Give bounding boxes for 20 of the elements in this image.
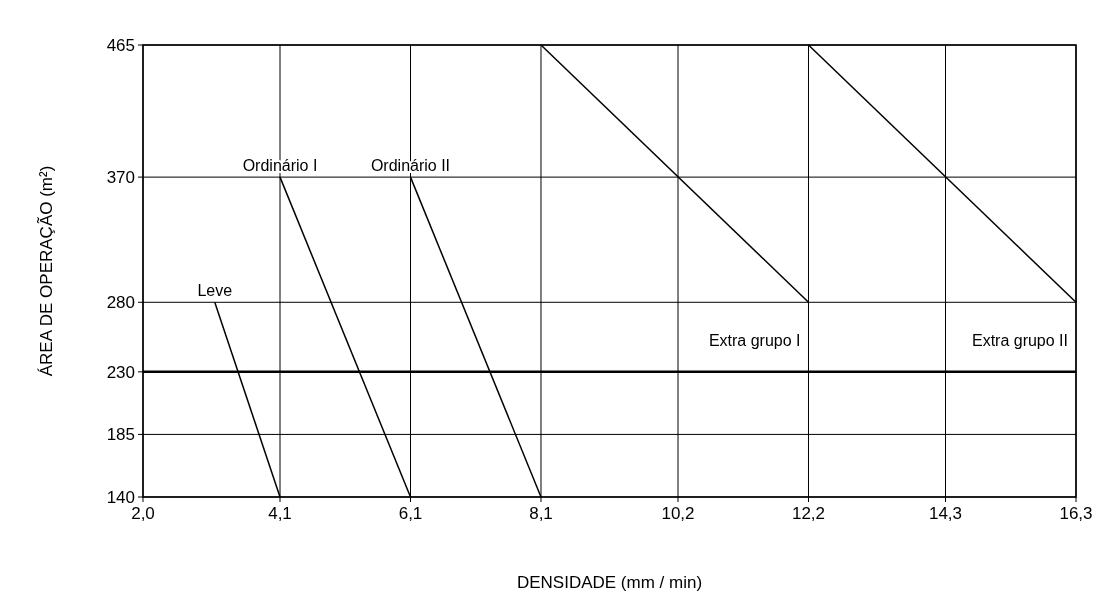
series-label: Leve [197, 282, 233, 300]
y-tick-label: 465 [106, 36, 135, 55]
x-tick-label: 16,3 [1059, 504, 1093, 523]
x-tick-label: 6,1 [398, 504, 423, 523]
y-tick-label: 140 [106, 488, 135, 507]
series-label: Ordinário I [242, 157, 318, 175]
x-tick-label: 8,1 [529, 504, 553, 523]
x-tick-label: 14,3 [928, 504, 963, 523]
series-label: Extra grupo II [971, 332, 1068, 350]
x-axis-title: DENSIDADE (mm / min) [516, 573, 703, 592]
y-axis-title: ÁREA DE OPERAÇÃO (m²) [37, 165, 56, 377]
y-tick-label: 230 [106, 362, 135, 382]
x-tick-label: 12,2 [791, 504, 826, 523]
y-tick-label: 185 [106, 425, 135, 445]
y-tick-label: 370 [106, 168, 135, 188]
x-tick-label: 10,2 [661, 504, 695, 523]
y-tick-label: 280 [106, 293, 135, 313]
x-tick-label: 4,1 [268, 504, 292, 523]
series-label: Extra grupo I [708, 332, 801, 350]
x-tick-label: 2,0 [131, 504, 155, 523]
